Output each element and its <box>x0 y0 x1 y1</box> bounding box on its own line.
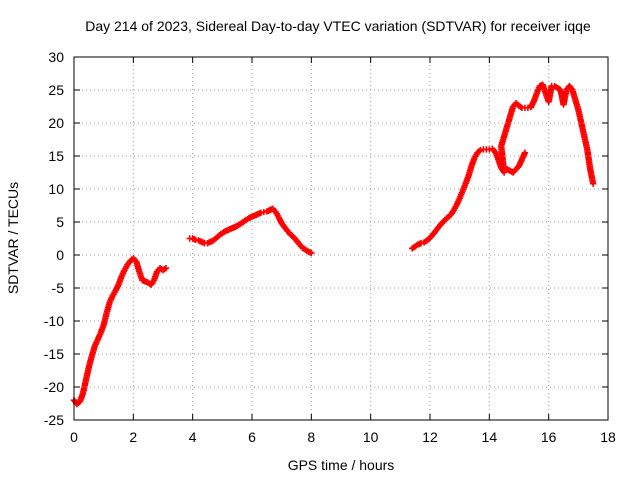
axis-ticks: 0 2 4 6 8 10 12 14 16 18 -25 -20 -15 -10 -5 0 5 10 15 20 25 3… <box>44 49 616 445</box>
series-segment-1 <box>70 255 170 408</box>
y-tick-label: 20 <box>48 115 64 131</box>
y-tick-label: 30 <box>48 49 64 65</box>
x-tick-label: 2 <box>129 429 137 445</box>
x-tick-label: 12 <box>422 429 438 445</box>
chart-title: Day 214 of 2023, Sidereal Day-to-day VTE… <box>85 18 591 34</box>
data-point <box>521 149 529 156</box>
x-tick-label: 10 <box>363 429 379 445</box>
data-point <box>162 265 170 272</box>
x-tick-label: 18 <box>600 429 616 445</box>
data-point <box>589 180 597 187</box>
x-tick-label: 4 <box>189 429 197 445</box>
x-axis-label: GPS time / hours <box>288 457 395 473</box>
y-tick-label: -15 <box>44 346 64 362</box>
y-tick-label: -5 <box>52 280 65 296</box>
data-markers <box>70 81 597 408</box>
y-tick-label: -10 <box>44 313 64 329</box>
y-tick-label: 5 <box>56 214 64 230</box>
series-segment-3 <box>409 81 597 252</box>
data-point <box>308 249 315 257</box>
y-tick-label: 10 <box>48 181 64 197</box>
x-tick-label: 14 <box>482 429 498 445</box>
y-tick-label: 25 <box>48 82 64 98</box>
x-tick-label: 8 <box>307 429 315 445</box>
y-tick-label: 15 <box>48 148 64 164</box>
x-tick-label: 16 <box>541 429 557 445</box>
y-tick-label: 0 <box>56 247 64 263</box>
series-segment-2 <box>186 205 315 257</box>
x-tick-label: 0 <box>70 429 78 445</box>
y-axis-label: SDTVAR / TECUs <box>5 182 21 294</box>
y-tick-label: -25 <box>44 412 64 428</box>
plot-frame <box>73 56 609 421</box>
x-tick-label: 6 <box>248 429 256 445</box>
grid <box>74 57 608 420</box>
y-tick-label: -20 <box>44 379 64 395</box>
